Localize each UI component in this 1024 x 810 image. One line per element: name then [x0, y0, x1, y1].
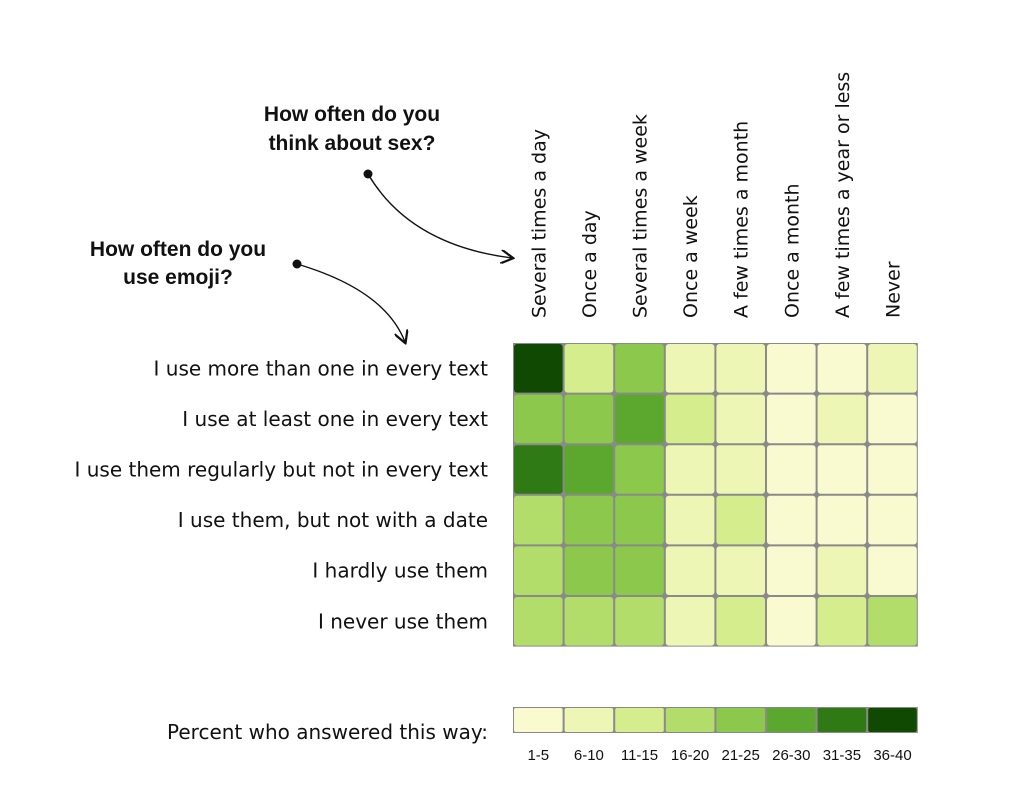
heatmap-grid [513, 343, 918, 647]
row-label: I use more than one in every text [154, 356, 489, 380]
heatmap-cell [564, 394, 614, 444]
heatmap-cell [868, 546, 917, 595]
heatmap-cell [868, 597, 917, 646]
legend-swatch [716, 708, 765, 732]
column-label: Once a day [579, 210, 601, 318]
heatmap-cell [817, 597, 867, 646]
heatmap-cell [716, 394, 765, 444]
legend: 1-5 6-10 11-15 16-20 21-25 26-30 31-35 36-40 [513, 707, 918, 764]
y-question-line1: How often do you [90, 238, 266, 261]
legend-range-label: 6-10 [574, 747, 604, 764]
x-question-line1: How often do you [264, 103, 440, 126]
row-label: I never use them [318, 609, 488, 633]
heatmap-cell [716, 495, 765, 545]
heatmap-cell [564, 597, 614, 646]
column-label: Once a month [781, 183, 803, 318]
heatmap-cell [514, 597, 563, 646]
legend-swatch [868, 708, 917, 732]
column-label: Once a week [680, 195, 702, 318]
row-label: I use them regularly but not in every te… [74, 458, 488, 482]
grid-background [513, 343, 918, 647]
heatmap-cell [868, 344, 917, 393]
legend-swatch [564, 708, 614, 732]
heatmap-cell [868, 394, 917, 444]
heatmap-cell [665, 546, 715, 595]
heatmap-cell [817, 344, 867, 393]
row-label: I use them, but not with a date [178, 508, 488, 532]
heatmap-cell [817, 394, 867, 444]
heatmap-cell [868, 445, 917, 494]
legend-swatch [767, 708, 816, 732]
legend-range-label: 31-35 [823, 747, 861, 764]
heatmap-cell [564, 344, 614, 393]
heatmap-cell [564, 445, 614, 494]
y-question-line2: use emoji? [123, 266, 233, 289]
heatmap-cell [868, 495, 917, 545]
legend-swatch [665, 708, 715, 732]
heatmap-cell [665, 495, 715, 545]
heatmap-cell [716, 445, 765, 494]
heatmap-cell [615, 546, 664, 595]
x-question-arrow [363, 169, 513, 259]
heatmap-cell [665, 597, 715, 646]
column-label: A few times a year or less [832, 72, 854, 318]
heatmap-cell [767, 546, 816, 595]
legend-range-label: 16-20 [671, 747, 709, 764]
heatmap-cell [615, 495, 664, 545]
heatmap-cell [665, 344, 715, 393]
column-label: A few times a month [731, 121, 753, 318]
row-label: I hardly use them [312, 559, 488, 583]
x-question-line2: think about sex? [269, 132, 436, 155]
heatmap-cell [615, 394, 664, 444]
heatmap-cell [665, 445, 715, 494]
heatmap-cell [564, 546, 614, 595]
heatmap-cell [716, 344, 765, 393]
heatmap-cell [817, 546, 867, 595]
heatmap-cell [514, 445, 563, 494]
legend-range-label: 26-30 [772, 747, 810, 764]
heatmap-cell [767, 344, 816, 393]
column-label: Several times a day [528, 129, 550, 318]
heatmap-cell [514, 495, 563, 545]
heatmap-cell [514, 546, 563, 595]
heatmap-cell [716, 546, 765, 595]
heatmap-cell [665, 394, 715, 444]
legend-swatch [615, 708, 664, 732]
heatmap-cell [514, 344, 563, 393]
heatmap-cell [514, 394, 563, 444]
heatmap-cell [767, 394, 816, 444]
legend-swatch [514, 708, 563, 732]
heatmap-cell [767, 495, 816, 545]
row-label: I use at least one in every text [182, 407, 488, 431]
heatmap-cell [615, 344, 664, 393]
heatmap-cell [615, 597, 664, 646]
legend-range-label: 21-25 [722, 747, 760, 764]
heatmap-cell [767, 445, 816, 494]
heatmap-cell [817, 445, 867, 494]
y-question-arrow [292, 259, 406, 343]
legend-range-label: 36-40 [873, 747, 911, 764]
heatmap-cell [767, 597, 816, 646]
legend-range-label: 1-5 [527, 747, 549, 764]
heatmap-cell [817, 495, 867, 545]
heatmap-cell [564, 495, 614, 545]
legend-swatch [817, 708, 867, 732]
legend-title: Percent who answered this way: [167, 720, 488, 744]
legend-range-label: 11-15 [621, 747, 658, 764]
heatmap-cell [716, 597, 765, 646]
row-labels: I use more than one in every text I use a… [74, 356, 488, 633]
heatmap-cell [615, 445, 664, 494]
column-label: Several times a week [630, 114, 652, 318]
column-label: Never [883, 261, 905, 318]
column-labels: Several times a day Once a day Several tim… [528, 72, 904, 318]
